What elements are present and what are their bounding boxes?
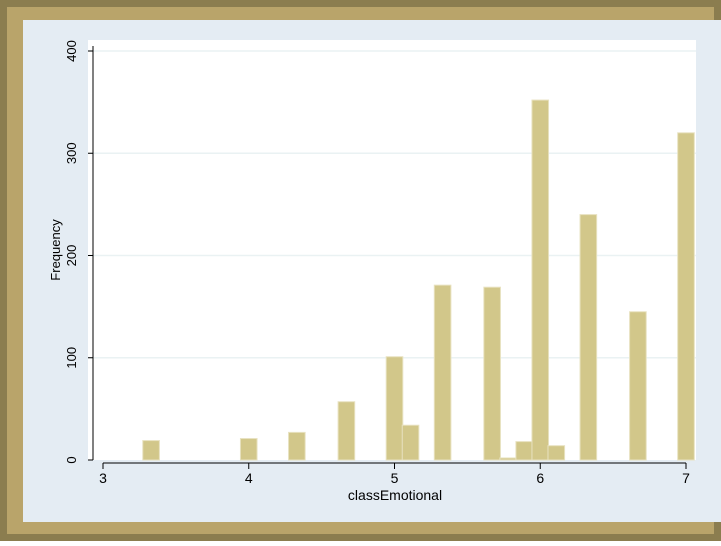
histogram-bar bbox=[401, 424, 420, 461]
y-tick-label: 300 bbox=[64, 142, 79, 164]
bars-group bbox=[142, 99, 695, 461]
histogram-bar bbox=[579, 214, 598, 461]
histogram-bar bbox=[499, 457, 517, 461]
histogram-bar bbox=[433, 284, 452, 461]
x-axis-label: classEmotional bbox=[348, 487, 442, 503]
y-axis-label: Frequency bbox=[48, 219, 63, 281]
histogram-bar bbox=[288, 431, 306, 461]
x-tick-label: 5 bbox=[391, 470, 399, 486]
histogram-bar bbox=[142, 440, 160, 461]
x-tick-label: 4 bbox=[245, 470, 253, 486]
y-tick-label: 200 bbox=[64, 245, 79, 267]
histogram-bar bbox=[515, 441, 534, 461]
histogram-bar bbox=[337, 401, 356, 461]
tick-labels-group: 0 100 200 300 400 3 4 5 6 7 bbox=[64, 40, 690, 486]
y-tick-label: 100 bbox=[64, 347, 79, 369]
histogram-bar bbox=[629, 311, 647, 461]
histogram-bar bbox=[531, 99, 550, 461]
x-tick-label: 7 bbox=[682, 470, 690, 486]
y-tick-label: 400 bbox=[64, 40, 79, 62]
x-tick-label: 3 bbox=[99, 470, 107, 486]
histogram-bar bbox=[677, 132, 695, 461]
histogram-bar bbox=[547, 445, 566, 461]
axes-group bbox=[88, 46, 687, 469]
histogram-bar bbox=[239, 438, 258, 461]
histogram-bar bbox=[385, 356, 404, 461]
x-tick-label: 6 bbox=[536, 470, 544, 486]
y-tick-label: 0 bbox=[64, 456, 79, 463]
histogram-bar bbox=[483, 286, 501, 461]
